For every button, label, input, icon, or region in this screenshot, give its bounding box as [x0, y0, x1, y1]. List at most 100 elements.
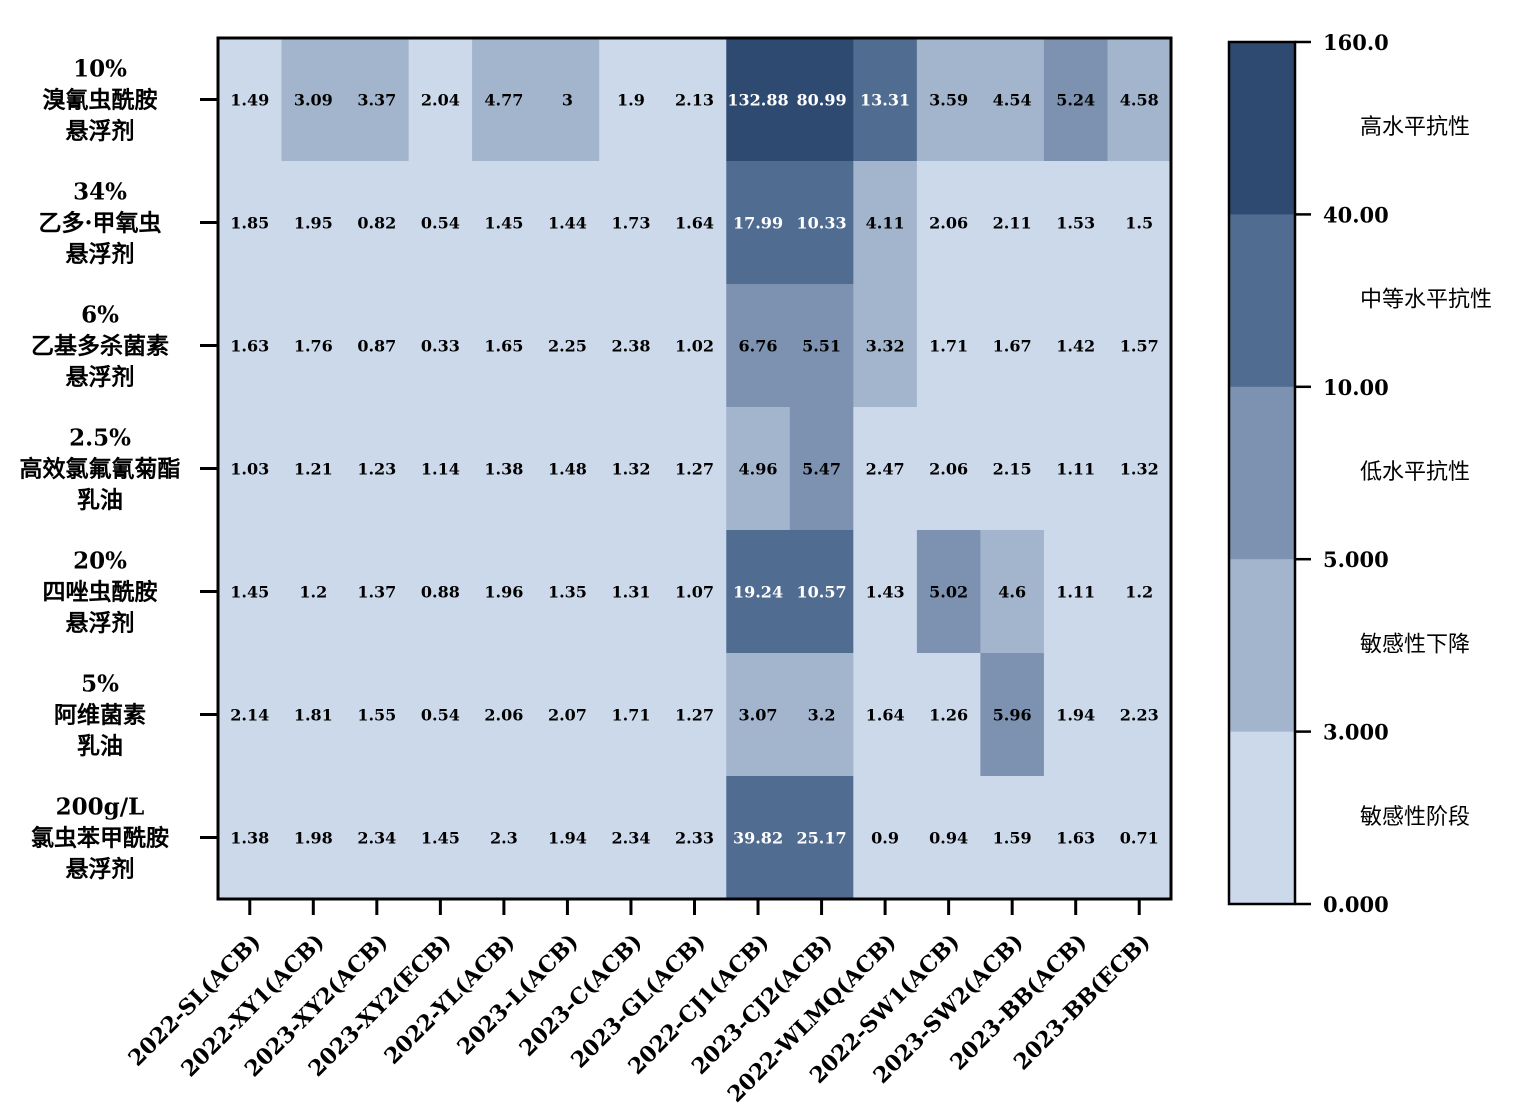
legend-frame	[1227, 40, 1297, 906]
cell-value-label: 1.94	[548, 829, 587, 848]
heatmap-cell	[789, 38, 854, 162]
cell-value-label: 1.63	[230, 337, 269, 356]
heatmap-cell	[218, 407, 283, 531]
heatmap-cell	[472, 776, 537, 900]
legend-band-label: 敏感性阶段	[1360, 805, 1470, 830]
heatmap-cell	[1043, 407, 1109, 531]
cell-value-label: 1.11	[1056, 583, 1095, 602]
cell-value-label: 3	[562, 91, 573, 110]
cell-value-label: 1.95	[294, 214, 333, 233]
heatmap-cell	[535, 776, 600, 900]
cell-value-label: 2.34	[611, 829, 650, 848]
cell-value-label: 1.27	[675, 460, 714, 479]
cell-value-label: 1.38	[230, 829, 269, 848]
heatmap-cell	[916, 776, 981, 900]
cell-value-label: 1.45	[484, 214, 523, 233]
legend-band	[1229, 42, 1295, 215]
cell-value-label: 2.04	[421, 91, 460, 110]
cell-value-label: 1.73	[611, 214, 650, 233]
heatmap-cell	[535, 38, 600, 162]
cell-value-label: 1.11	[1056, 460, 1095, 479]
cell-value-label: 1.45	[421, 829, 460, 848]
legend-tick-label: 40.00	[1323, 202, 1389, 227]
heatmap-cell	[281, 407, 346, 531]
cell-value-label: 2.06	[484, 706, 523, 725]
heatmap-cell	[980, 407, 1045, 531]
heatmap-cell	[726, 284, 791, 408]
heatmap-cell	[789, 653, 854, 777]
cell-value-label: 1.32	[1120, 460, 1159, 479]
heatmap-cell	[662, 653, 727, 777]
heatmap-cell	[853, 776, 918, 900]
heatmap-cell	[281, 653, 346, 777]
row-label-line: 四唑虫酰胺	[43, 579, 158, 606]
row-label-line: 34%	[73, 179, 127, 206]
row-label-line: 6%	[81, 302, 119, 329]
heatmap-cell	[916, 38, 981, 162]
cell-value-label: 1.2	[1125, 583, 1153, 602]
heatmap-cell	[916, 161, 981, 285]
heatmap-cell	[853, 161, 918, 285]
cell-value-label: 2.07	[548, 706, 587, 725]
cell-value-label: 4.77	[484, 91, 523, 110]
row-label-line: 乙基多杀菌素	[31, 333, 169, 360]
heatmap-cell	[281, 284, 346, 408]
cell-value-label: 3.07	[739, 706, 778, 725]
cell-value-label: 1.59	[993, 829, 1032, 848]
cell-value-label: 1.48	[548, 460, 587, 479]
heatmap-cell	[853, 284, 918, 408]
heatmap-cell	[1043, 284, 1109, 408]
cell-value-label: 2.47	[866, 460, 905, 479]
heatmap-cell	[980, 161, 1045, 285]
row-label-line: 悬浮剂	[66, 856, 135, 883]
heatmap-cell	[472, 161, 537, 285]
heatmap-cell	[980, 653, 1045, 777]
heatmap-cell	[599, 38, 664, 162]
cell-value-label: 1.26	[929, 706, 968, 725]
row-label-line: 5%	[81, 671, 119, 698]
heatmap-cell	[345, 530, 410, 654]
heatmap-cell	[916, 653, 981, 777]
cell-value-label: 1.81	[294, 706, 333, 725]
heatmap-cell	[789, 530, 854, 654]
legend-band-label: 中等水平抗性	[1360, 288, 1492, 313]
cell-value-label: 0.9	[871, 829, 899, 848]
heatmap-cell	[345, 284, 410, 408]
heatmap-cell	[853, 530, 918, 654]
cell-value-label: 5.24	[1056, 91, 1095, 110]
cell-value-label: 3.32	[866, 337, 905, 356]
cell-value-label: 4.6	[998, 583, 1026, 602]
cell-value-label: 2.33	[675, 829, 714, 848]
cell-value-label: 2.38	[611, 337, 650, 356]
cell-value-label: 1.94	[1056, 706, 1095, 725]
heatmap-cell	[916, 530, 981, 654]
row-label-line: 悬浮剂	[66, 118, 135, 145]
heatmap-cell	[1107, 161, 1172, 285]
cell-value-label: 2.25	[548, 337, 587, 356]
cell-value-label: 1.38	[484, 460, 523, 479]
cell-value-label: 19.24	[733, 583, 783, 602]
heatmap-cell	[1043, 38, 1109, 162]
heatmap-cell	[662, 407, 727, 531]
heatmap-cell	[853, 38, 918, 162]
heatmap-cell	[662, 776, 727, 900]
cell-value-label: 17.99	[733, 214, 783, 233]
cell-value-label: 1.98	[294, 829, 333, 848]
cell-value-label: 1.43	[866, 583, 905, 602]
heatmap-cell	[789, 161, 854, 285]
heatmap-cell	[1107, 407, 1172, 531]
cell-value-label: 2.23	[1120, 706, 1159, 725]
row-label-line: 悬浮剂	[66, 364, 135, 391]
heatmap-cell	[1043, 776, 1109, 900]
cell-value-label: 0.88	[421, 583, 460, 602]
cell-value-label: 1.49	[230, 91, 269, 110]
heatmap-cell	[281, 161, 346, 285]
heatmap-cell	[408, 407, 473, 531]
cell-value-label: 1.85	[230, 214, 269, 233]
heatmap-cell	[408, 776, 473, 900]
row-label-line: 2.5%	[69, 425, 131, 452]
legend-band-label: 敏感性下降	[1360, 632, 1470, 657]
heatmap-cell	[535, 653, 600, 777]
